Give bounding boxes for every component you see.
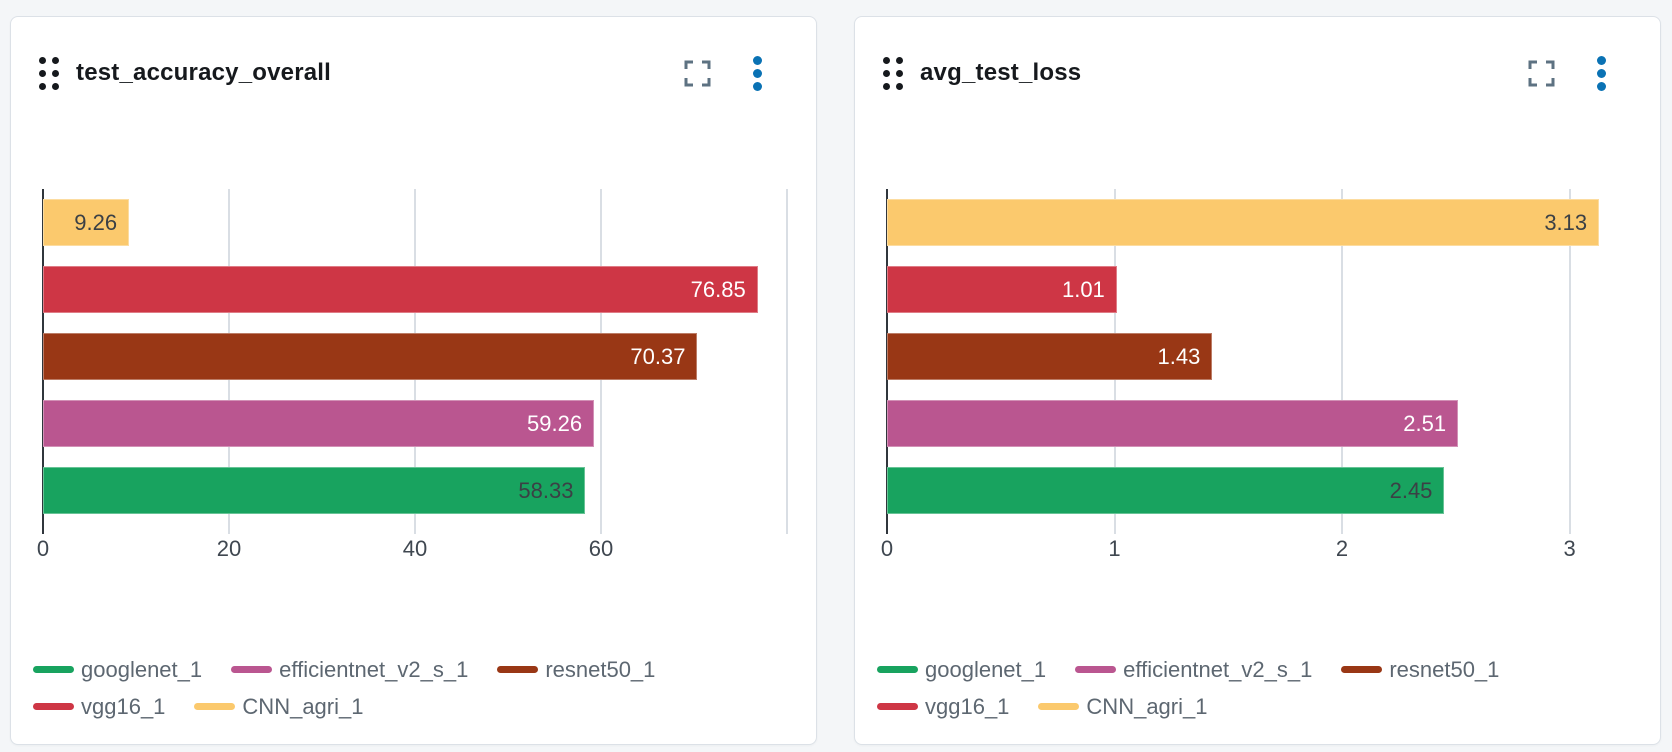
bar-row-googlenet_1: 2.45 [887, 457, 1631, 524]
plot-area: 9.26 76.85 70.37 59.26 58.33 [42, 189, 788, 534]
bar-row-CNN_agri_1: 3.13 [887, 189, 1631, 256]
fullscreen-icon[interactable] [1528, 60, 1555, 87]
legend-item-CNN_agri_1[interactable]: CNN_agri_1 [194, 694, 363, 720]
bar-vgg16_1[interactable]: 76.85 [43, 266, 758, 313]
bar-value-label: 1.01 [1061, 276, 1105, 302]
x-tick-20: 20 [216, 536, 242, 561]
legend-label: vgg16_1 [925, 693, 1010, 719]
legend-item-googlenet_1[interactable]: googlenet_1 [33, 657, 202, 683]
bar-chart: 9.26 76.85 70.37 59.26 58.33 0 20 40 60 [37, 189, 788, 562]
legend-swatch-icon [1341, 666, 1383, 673]
panel-header: test_accuracy_overall [39, 53, 762, 93]
legend-label: googlenet_1 [81, 656, 203, 682]
legend-swatch-icon [1038, 703, 1080, 710]
bar-row-efficientnet_v2_s_1: 59.26 [43, 390, 787, 457]
legend-item-efficientnet_v2_s_1[interactable]: efficientnet_v2_s_1 [1075, 657, 1312, 683]
legend-item-efficientnet_v2_s_1[interactable]: efficientnet_v2_s_1 [231, 657, 468, 683]
bar-googlenet_1[interactable]: 2.45 [887, 467, 1445, 514]
x-tick-0: 0 [36, 536, 50, 561]
kebab-menu-icon[interactable] [753, 55, 762, 91]
bar-value-label: 1.43 [1157, 343, 1201, 369]
bar-value-label: 76.85 [690, 276, 746, 302]
chart-legend: googlenet_1 efficientnet_v2_s_1 resnet50_1… [877, 651, 1660, 725]
gridline-3 [1568, 189, 1571, 534]
bar-value-label: 59.26 [527, 410, 583, 436]
legend-swatch-icon [1075, 666, 1117, 673]
bar-googlenet_1[interactable]: 58.33 [43, 467, 586, 514]
legend-label: CNN_agri_1 [1086, 693, 1208, 719]
panel-actions [1528, 55, 1606, 91]
legend-label: googlenet_1 [925, 656, 1047, 682]
bar-resnet50_1[interactable]: 1.43 [887, 333, 1213, 380]
bar-resnet50_1[interactable]: 70.37 [43, 333, 698, 380]
legend-swatch-icon [194, 703, 236, 710]
bar-chart: 3.13 1.01 1.43 2.51 2.45 0 1 2 3 [881, 189, 1631, 562]
legend-swatch-icon [33, 666, 74, 673]
bar-value-label: 2.45 [1389, 477, 1433, 503]
legend-item-CNN_agri_1[interactable]: CNN_agri_1 [1038, 694, 1207, 720]
bar-efficientnet_v2_s_1[interactable]: 59.26 [43, 400, 595, 447]
x-tick-40: 40 [402, 536, 428, 561]
panel-title: avg_test_loss [920, 59, 1082, 86]
legend-label: vgg16_1 [81, 693, 166, 719]
bar-value-label: 3.13 [1544, 209, 1588, 235]
drag-handle-icon[interactable] [39, 56, 59, 90]
bar-row-CNN_agri_1: 9.26 [43, 189, 787, 256]
x-tick-3: 3 [1563, 536, 1576, 561]
legend-swatch-icon [877, 666, 918, 673]
legend-row: vgg16_1 CNN_agri_1 [33, 688, 816, 725]
bar-row-efficientnet_v2_s_1: 2.51 [887, 390, 1631, 457]
legend-swatch-icon [877, 703, 918, 710]
panel-header: avg_test_loss [883, 53, 1606, 93]
bar-vgg16_1[interactable]: 1.01 [887, 266, 1117, 313]
x-tick-60: 60 [588, 536, 614, 561]
legend-swatch-icon [33, 703, 74, 710]
bar-row-vgg16_1: 1.01 [887, 256, 1631, 323]
legend-item-vgg16_1[interactable]: vgg16_1 [33, 694, 165, 720]
bar-value-label: 9.26 [74, 209, 118, 235]
legend-row: googlenet_1 efficientnet_v2_s_1 resnet50_1 [877, 651, 1660, 688]
panel-test-accuracy-overall: test_accuracy_overall 9.26 76.85 70.37 59.2… [10, 16, 817, 745]
panel-title: test_accuracy_overall [76, 59, 332, 86]
x-axis: 0 1 2 3 [881, 536, 1631, 562]
legend-label: resnet50_1 [545, 656, 656, 682]
x-tick-0: 0 [880, 536, 894, 561]
drag-handle-icon[interactable] [883, 56, 903, 90]
chart-legend: googlenet_1 efficientnet_v2_s_1 resnet50_1… [33, 651, 816, 725]
bar-row-vgg16_1: 76.85 [43, 256, 787, 323]
legend-label: resnet50_1 [1389, 656, 1500, 682]
gridline-2 [1341, 189, 1344, 534]
legend-item-resnet50_1[interactable]: resnet50_1 [497, 657, 655, 683]
legend-row: vgg16_1 CNN_agri_1 [877, 688, 1660, 725]
bar-efficientnet_v2_s_1[interactable]: 2.51 [887, 400, 1459, 447]
bar-CNN_agri_1[interactable]: 9.26 [43, 199, 130, 246]
x-tick-2: 2 [1335, 536, 1349, 561]
x-tick-1: 1 [1108, 536, 1121, 561]
legend-item-vgg16_1[interactable]: vgg16_1 [877, 694, 1009, 720]
plot-area: 3.13 1.01 1.43 2.51 2.45 [886, 189, 1631, 534]
legend-item-resnet50_1[interactable]: resnet50_1 [1341, 657, 1499, 683]
bar-row-googlenet_1: 58.33 [43, 457, 787, 524]
legend-label: efficientnet_v2_s_1 [1123, 656, 1313, 682]
kebab-menu-icon[interactable] [1597, 55, 1606, 91]
legend-item-googlenet_1[interactable]: googlenet_1 [877, 657, 1046, 683]
legend-label: efficientnet_v2_s_1 [279, 656, 469, 682]
bar-value-label: 2.51 [1403, 410, 1447, 436]
fullscreen-icon[interactable] [684, 60, 711, 87]
legend-swatch-icon [231, 666, 273, 673]
legend-swatch-icon [497, 666, 539, 673]
bar-value-label: 70.37 [630, 343, 686, 369]
bar-value-label: 58.33 [518, 477, 574, 503]
panel-actions [684, 55, 762, 91]
gridline-80 [786, 189, 788, 534]
bar-row-resnet50_1: 70.37 [43, 323, 787, 390]
x-axis: 0 20 40 60 [37, 536, 787, 562]
bar-row-resnet50_1: 1.43 [887, 323, 1631, 390]
legend-label: CNN_agri_1 [242, 693, 364, 719]
bar-CNN_agri_1[interactable]: 3.13 [887, 199, 1600, 246]
legend-row: googlenet_1 efficientnet_v2_s_1 resnet50_1 [33, 651, 816, 688]
